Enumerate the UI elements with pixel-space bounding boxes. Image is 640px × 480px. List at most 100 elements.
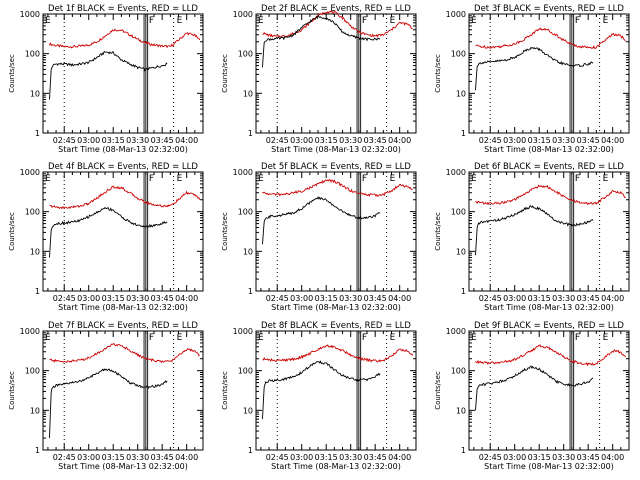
lld-rate-line <box>262 10 413 38</box>
x-tick-label: 03:30 <box>552 136 575 145</box>
x-tick-label: 03:15 <box>528 453 551 462</box>
flag-f-label: F <box>575 16 580 26</box>
chart-panel-1: Det 1f BLACK = Events, RED = LLD 1 10 100 10… <box>8 4 204 154</box>
x-tick-label: 03:15 <box>315 453 338 462</box>
x-tick-label: 03:00 <box>503 136 526 145</box>
flag-f-label: F <box>149 174 154 184</box>
flag-f-label: F <box>149 16 154 26</box>
event-rate-line <box>262 196 381 245</box>
flag-e-label: E <box>390 174 396 184</box>
y-axis-label: Counts/sec <box>434 212 442 251</box>
y-tick-label: 1 <box>461 129 466 138</box>
event-rate-line <box>475 204 594 256</box>
lld-rate-line <box>475 184 626 206</box>
y-tick-label: 100 <box>238 208 253 217</box>
lld-rate-line <box>49 185 201 210</box>
chart-panel-9: Det 9f BLACK = Events, RED = LLD 1 10 100 10… <box>434 321 630 471</box>
flag-e-label-left: E <box>258 174 264 184</box>
flag-f-label: F <box>149 333 154 343</box>
x-tick-label: 03:30 <box>552 294 575 303</box>
flag-f-label: F <box>575 333 580 343</box>
flag-f-label: F <box>362 333 367 343</box>
x-axis-label: Start Time (08-Mar-13 02:32:00) <box>58 145 188 154</box>
plot-frame <box>255 13 417 134</box>
x-tick-label: 04:00 <box>175 453 198 462</box>
x-tick-label: 04:00 <box>175 294 198 303</box>
x-tick-label: 02:45 <box>53 294 76 303</box>
x-tick-label: 03:45 <box>151 453 174 462</box>
x-tick-label: 03:30 <box>339 294 362 303</box>
y-tick-label: 100 <box>238 367 253 376</box>
y-tick-label: 10 <box>456 247 466 256</box>
y-tick-label: 100 <box>451 208 466 217</box>
chart-panel-5: Det 5f BLACK = Events, RED = LLD 1 10 100 10… <box>221 162 417 312</box>
x-tick-label: 03:15 <box>102 294 125 303</box>
flag-e-label: E <box>603 16 609 26</box>
y-axis-label: Counts/sec <box>434 371 442 410</box>
y-tick-label: 1000 <box>20 327 40 336</box>
y-tick-label: 1 <box>248 287 253 296</box>
x-tick-label: 03:45 <box>577 453 600 462</box>
chart-title: Det 5f BLACK = Events, RED = LLD <box>261 162 411 172</box>
x-axis-label: Start Time (08-Mar-13 02:32:00) <box>484 462 614 471</box>
lld-rate-line <box>49 343 200 364</box>
y-tick-label: 100 <box>238 50 253 59</box>
x-tick-label: 04:00 <box>388 453 411 462</box>
x-tick-label: 03:45 <box>577 294 600 303</box>
y-axis-label: Counts/sec <box>434 54 442 93</box>
lld-rate-line <box>475 27 627 50</box>
flag-f-label: F <box>362 174 367 184</box>
plot-frame <box>468 330 630 451</box>
y-tick-label: 10 <box>30 247 40 256</box>
x-tick-label: 03:00 <box>503 294 526 303</box>
y-tick-label: 1 <box>35 446 40 455</box>
flag-e-label: E <box>603 174 609 184</box>
y-tick-label: 100 <box>25 367 40 376</box>
event-rate-line <box>49 50 168 100</box>
chart-title: Det 9f BLACK = Events, RED = LLD <box>474 321 624 331</box>
flag-e-label: E <box>177 333 183 343</box>
flag-e-label-left: E <box>471 16 477 26</box>
x-tick-label: 03:45 <box>364 453 387 462</box>
x-axis-label: Start Time (08-Mar-13 02:32:00) <box>484 145 614 154</box>
x-tick-label: 02:45 <box>53 136 76 145</box>
x-tick-label: 04:00 <box>601 294 624 303</box>
y-tick-label: 1000 <box>233 10 253 19</box>
chart-title: Det 8f BLACK = Events, RED = LLD <box>261 321 411 331</box>
y-tick-label: 100 <box>25 208 40 217</box>
flag-e-label-left: E <box>45 174 51 184</box>
y-tick-label: 1 <box>35 287 40 296</box>
chart-title: Det 2f BLACK = Events, RED = LLD <box>261 4 411 14</box>
x-tick-label: 03:00 <box>290 294 313 303</box>
x-tick-label: 02:45 <box>479 453 502 462</box>
x-tick-label: 03:00 <box>503 453 526 462</box>
y-axis-label: Counts/sec <box>221 54 229 93</box>
y-tick-label: 100 <box>451 367 466 376</box>
x-tick-label: 03:45 <box>364 294 387 303</box>
lld-rate-line <box>262 178 413 198</box>
x-tick-label: 02:45 <box>479 294 502 303</box>
x-tick-label: 03:15 <box>528 136 551 145</box>
x-tick-label: 03:00 <box>290 453 313 462</box>
y-axis-label: Counts/sec <box>221 371 229 410</box>
x-tick-label: 03:15 <box>315 136 338 145</box>
x-tick-label: 03:30 <box>339 453 362 462</box>
x-axis-label: Start Time (08-Mar-13 02:32:00) <box>58 462 188 471</box>
flag-e-label-left: E <box>45 333 51 343</box>
chart-title: Det 1f BLACK = Events, RED = LLD <box>48 4 198 14</box>
y-tick-label: 10 <box>30 89 40 98</box>
plot-frame <box>42 171 204 292</box>
plot-frame <box>255 330 417 451</box>
y-tick-label: 10 <box>243 247 253 256</box>
y-tick-label: 10 <box>243 406 253 415</box>
plot-frame <box>42 330 204 451</box>
x-axis-label: Start Time (08-Mar-13 02:32:00) <box>484 303 614 312</box>
chart-title: Det 3f BLACK = Events, RED = LLD <box>474 4 624 14</box>
event-rate-line <box>262 14 381 68</box>
flag-e-label-left: E <box>471 333 477 343</box>
y-tick-label: 1 <box>248 129 253 138</box>
plot-frame <box>468 13 630 134</box>
y-tick-label: 100 <box>25 50 40 59</box>
x-tick-label: 04:00 <box>388 136 411 145</box>
lld-rate-line <box>475 344 627 367</box>
